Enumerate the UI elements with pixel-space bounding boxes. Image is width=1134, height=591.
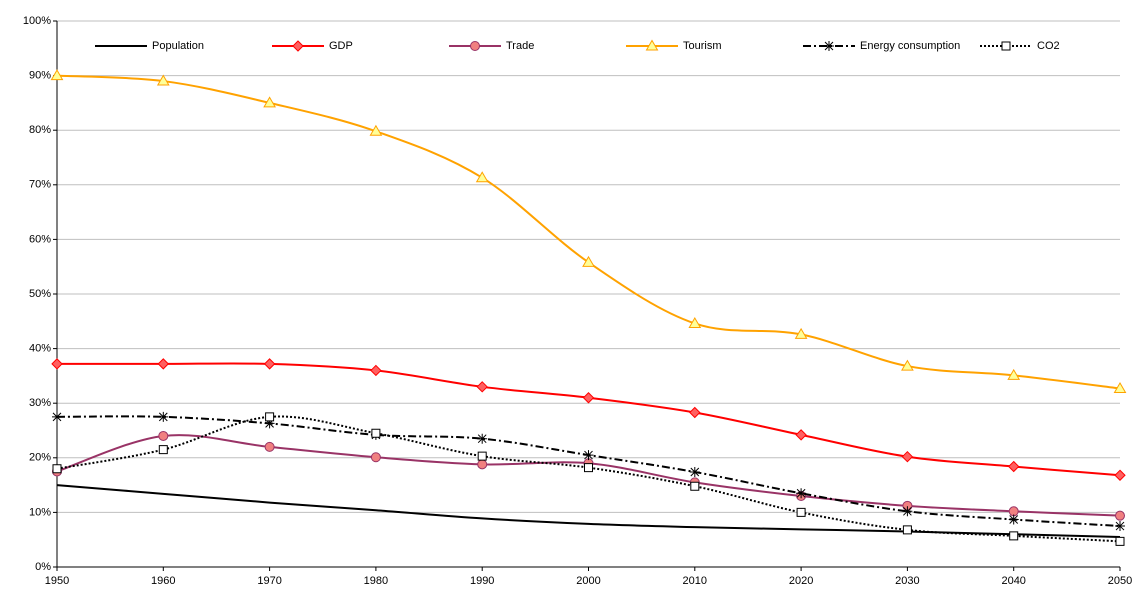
marker	[369, 124, 383, 136]
series-line	[56, 434, 1121, 517]
marker	[902, 506, 913, 517]
marker	[156, 74, 170, 86]
legend-label: CO2	[1037, 40, 1060, 52]
marker	[795, 429, 807, 441]
marker	[902, 525, 912, 535]
marker	[1007, 460, 1020, 473]
y-tick-label: 90%	[29, 70, 51, 82]
marker	[1007, 368, 1021, 380]
legend-label: Population	[152, 40, 204, 52]
marker	[263, 96, 276, 108]
marker	[1115, 536, 1125, 546]
legend-label: Energy consumption	[860, 40, 960, 52]
marker	[1009, 531, 1019, 541]
x-tick-label: 2000	[576, 575, 600, 587]
marker	[469, 41, 481, 51]
marker	[264, 418, 275, 429]
series-line	[56, 484, 1121, 538]
marker	[582, 392, 595, 404]
marker	[796, 488, 807, 499]
legend-label: Trade	[506, 40, 534, 52]
marker	[794, 327, 808, 339]
marker	[582, 255, 595, 267]
legend-label: Tourism	[683, 40, 722, 52]
y-tick-label: 70%	[29, 179, 51, 191]
marker	[264, 441, 275, 452]
marker	[901, 451, 914, 463]
x-tick-label: 2030	[895, 575, 919, 587]
marker	[824, 41, 834, 51]
marker	[689, 406, 701, 419]
x-tick-label: 2040	[1001, 575, 1025, 587]
y-tick-label: 60%	[29, 233, 51, 245]
y-tick-label: 100%	[23, 15, 51, 27]
x-tick-label: 1960	[151, 575, 175, 587]
marker	[292, 40, 304, 52]
marker	[477, 451, 487, 461]
marker	[645, 39, 659, 51]
marker	[583, 450, 594, 461]
marker	[1001, 41, 1011, 51]
marker	[370, 364, 382, 377]
marker	[690, 481, 700, 491]
marker	[476, 381, 488, 393]
series-line	[56, 415, 1121, 543]
marker	[1008, 514, 1019, 525]
marker	[50, 69, 64, 81]
x-tick-label: 1950	[45, 575, 69, 587]
x-tick-label: 2020	[789, 575, 813, 587]
marker	[265, 412, 275, 422]
marker	[475, 171, 489, 183]
y-tick-label: 0%	[35, 561, 51, 573]
x-tick-label: 1980	[364, 575, 388, 587]
marker	[689, 466, 700, 477]
marker	[370, 452, 381, 463]
marker	[1115, 521, 1125, 532]
y-tick-label: 30%	[29, 397, 51, 409]
x-tick-label: 2050	[1108, 575, 1132, 587]
marker	[902, 500, 913, 511]
marker	[52, 464, 62, 474]
marker	[157, 358, 170, 370]
marker	[584, 463, 593, 473]
marker	[477, 459, 488, 470]
marker	[1114, 510, 1126, 521]
y-tick-label: 40%	[29, 343, 51, 355]
x-tick-label: 1990	[470, 575, 494, 587]
marker	[158, 445, 168, 455]
marker	[371, 428, 381, 438]
marker	[158, 411, 169, 422]
y-tick-label: 50%	[29, 288, 51, 300]
x-tick-label: 1970	[257, 575, 281, 587]
marker	[158, 430, 169, 441]
marker	[1113, 381, 1127, 393]
marker	[477, 433, 488, 444]
marker	[51, 358, 63, 370]
series-line	[56, 74, 1121, 390]
legend-label: GDP	[329, 40, 353, 52]
marker	[263, 358, 276, 370]
marker	[1008, 506, 1019, 517]
y-tick-label: 20%	[29, 452, 51, 464]
marker	[901, 359, 914, 371]
marker	[796, 507, 806, 517]
y-tick-label: 10%	[29, 506, 51, 518]
marker	[688, 316, 702, 328]
marker	[52, 411, 62, 422]
marker	[1114, 469, 1126, 481]
y-tick-label: 80%	[29, 124, 51, 136]
x-tick-label: 2010	[683, 575, 707, 587]
